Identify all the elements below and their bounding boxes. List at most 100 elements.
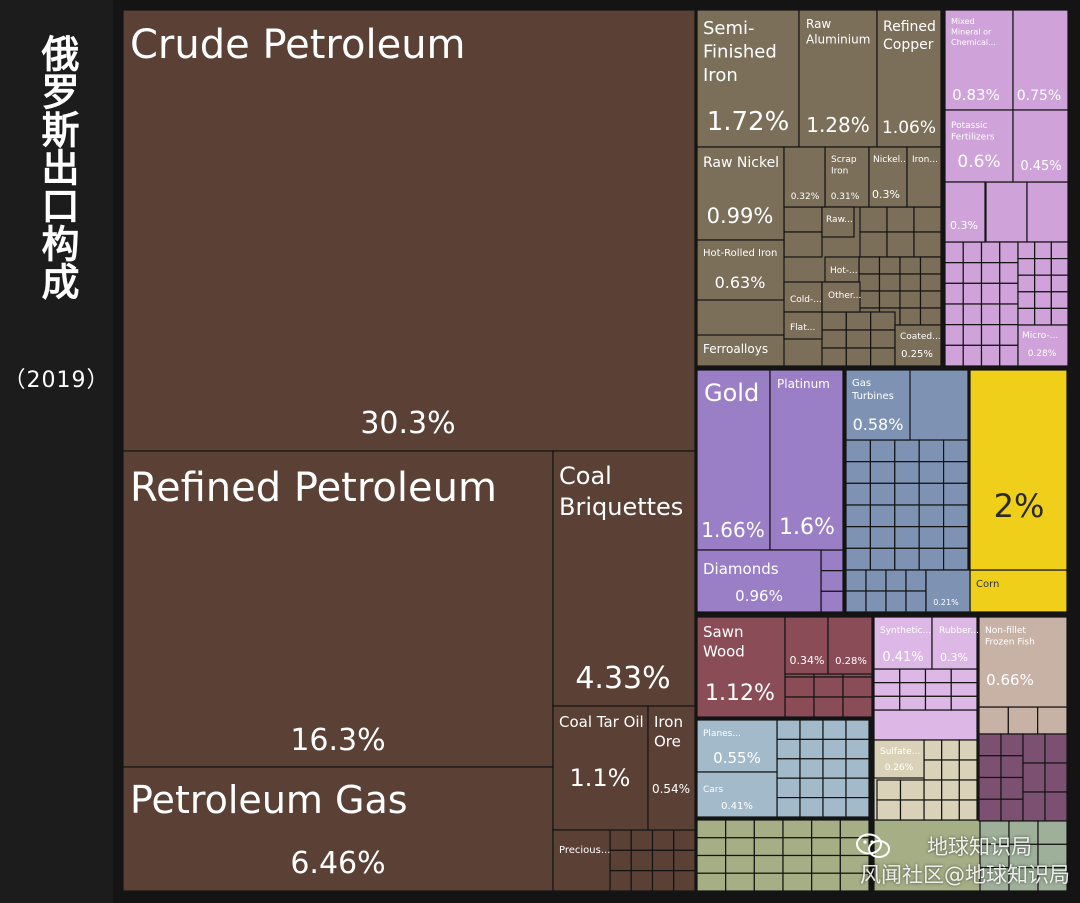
treemap-small-cell — [799, 738, 824, 760]
treemap-cell-precious- — [552, 829, 611, 892]
treemap-small-cell — [962, 282, 983, 305]
treemap-small-cell — [924, 682, 952, 697]
cell-name-label: Petroleum Gas — [130, 778, 408, 822]
cell-value-label: 0.32% — [791, 192, 820, 202]
treemap-small-cell — [913, 231, 942, 258]
treemap-cell-coated- — [894, 324, 942, 367]
treemap-cell-cars — [696, 771, 778, 818]
treemap-small-cell — [822, 796, 847, 818]
cell-name-label: Iron — [831, 167, 848, 177]
treemap-small-cell — [978, 733, 1002, 757]
treemap-small-cell — [869, 504, 896, 528]
treemap-small-cell — [878, 290, 901, 309]
treemap-small-cell — [894, 547, 920, 571]
treemap-small-cell — [999, 344, 1019, 367]
treemap-small-cell — [845, 758, 870, 779]
treemap-small-cell — [918, 461, 945, 484]
treemap-cell-crude-petroleum — [122, 9, 696, 452]
cell-name-label: Platinum — [777, 377, 830, 391]
treemap-small-cell — [1050, 291, 1069, 309]
treemap-small-cell — [845, 347, 872, 367]
treemap-small-cell — [980, 344, 1001, 367]
treemap-small-cell — [869, 547, 896, 571]
cell-value-label: 1.28% — [806, 113, 870, 137]
treemap-small-cell — [899, 290, 922, 309]
cell-name-label: Cold-... — [790, 295, 822, 305]
treemap-small-cell — [899, 307, 922, 326]
cell-name-label: Frozen Fish — [985, 638, 1035, 648]
treemap-small-cell — [865, 590, 887, 613]
treemap-small-cell — [799, 796, 824, 818]
treemap-small-cell — [878, 256, 901, 275]
cell-name-label: Other... — [828, 291, 861, 301]
treemap-cell-coal-tar-oil — [552, 705, 649, 831]
treemap-small-cell — [980, 262, 1001, 284]
treemap-svg: Crude Petroleum 30.3% Refined Petroleum 16.… — [122, 9, 1069, 892]
treemap-small-cell — [799, 758, 824, 779]
treemap-value-cell — [783, 146, 826, 208]
cell-name-label: Finished — [703, 41, 777, 62]
treemap-cell-raw-nickel — [696, 146, 785, 241]
cell-value-label: 0.96% — [735, 587, 783, 605]
treemap-small-cell — [886, 231, 915, 258]
treemap-value-cell — [969, 369, 1068, 571]
treemap-cell-semi-finished-iron — [696, 9, 800, 148]
treemap-small-cell — [919, 273, 942, 292]
treemap-cell-refined-copper — [876, 9, 942, 148]
cell-name-label: Iron... — [912, 155, 938, 165]
treemap-small-cell — [962, 303, 983, 326]
treemap-small-cell — [1050, 241, 1069, 260]
treemap-small-cell — [842, 676, 873, 698]
treemap-small-cell — [870, 311, 896, 331]
treemap-value-cell — [784, 616, 829, 675]
cell-value-label: 1.12% — [705, 681, 775, 706]
treemap-small-cell — [842, 696, 873, 718]
cell-value-label: 0.3% — [872, 188, 900, 201]
treemap-small-cell — [885, 590, 907, 613]
treemap-small-cell — [980, 324, 1001, 346]
treemap-small-cell — [651, 870, 675, 892]
treemap-small-cell — [980, 303, 1001, 326]
cell-value-label: 1.06% — [882, 118, 936, 138]
treemap-small-cell — [869, 461, 896, 484]
treemap-small-cell — [865, 569, 887, 592]
cell-value-label: 1.72% — [707, 107, 790, 137]
treemap-small-cell — [942, 504, 969, 528]
treemap-small-cell — [944, 241, 964, 264]
treemap-small-cell — [813, 676, 844, 698]
treemap-small-cell — [776, 777, 801, 799]
treemap-small-cell — [1000, 776, 1024, 800]
cell-name-label: Corn — [976, 579, 999, 590]
treemap-small-cell — [894, 439, 920, 463]
treemap-small-cell — [942, 461, 969, 484]
treemap-cell-raw- — [821, 206, 855, 238]
treemap-small-cell — [919, 307, 942, 326]
cell-value-label: 1.6% — [779, 515, 835, 540]
treemap-small-cell — [845, 311, 872, 331]
treemap-small-cell — [1017, 274, 1036, 293]
treemap-small-cell — [725, 837, 755, 857]
treemap-cell-scrap-iron — [824, 146, 870, 208]
treemap-cell-other- — [821, 281, 861, 313]
treemap-small-cell — [799, 719, 824, 740]
treemap-small-cell — [821, 347, 847, 367]
cell-name-label: Hot-... — [830, 266, 858, 276]
treemap-small-cell — [958, 759, 978, 781]
treemap-small-cell — [1034, 291, 1052, 309]
cell-value-label: 0.55% — [713, 749, 761, 767]
treemap-small-cell — [696, 854, 727, 874]
treemap-small-cell — [958, 739, 978, 761]
treemap-cell-synthetic- — [873, 616, 933, 670]
treemap-small-cell — [924, 695, 952, 711]
cell-name-label: Chemical... — [951, 38, 996, 47]
cell-name-label: Copper — [883, 37, 934, 53]
treemap-small-cell — [999, 324, 1019, 346]
treemap-cell-corn — [969, 569, 1068, 613]
treemap-small-cell — [799, 777, 824, 799]
treemap-small-cell — [923, 759, 943, 781]
treemap-small-cell — [899, 695, 927, 711]
treemap-small-cell — [845, 719, 870, 740]
cell-value-label: 0.3% — [940, 651, 968, 664]
treemap-value-cell — [1012, 109, 1069, 183]
treemap-small-cell — [822, 738, 847, 760]
